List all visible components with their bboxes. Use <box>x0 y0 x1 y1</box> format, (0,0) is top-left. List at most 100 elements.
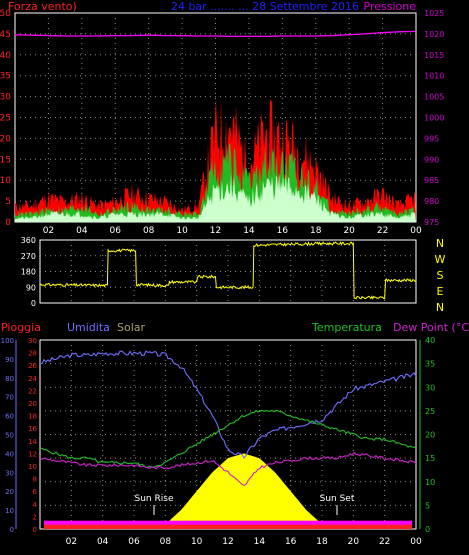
wind-y-tick-label: 40 <box>0 51 11 61</box>
humidity-axis-ticks: 0 10 20 30 40 50 60 70 80 90 100 <box>1 337 17 534</box>
humidity-tick-label: 50 <box>5 432 14 440</box>
wind-x-tick-label: 04 <box>76 226 88 236</box>
wind-y-tick-label: 50 <box>0 9 11 19</box>
temperature-tick-label: 0 <box>425 525 430 534</box>
pressure-y-tick-label: 990 <box>424 155 439 164</box>
wind-x-axis-ticks: 02 04 06 08 10 12 14 16 18 20 22 00 <box>43 226 422 236</box>
chart-center-title: 24 bar ....... ... 28 Settembre 2016 <box>171 0 359 13</box>
temperature-line <box>39 409 417 469</box>
pioggia-tick-label: 10 <box>28 463 37 471</box>
wind-x-tick-label: 14 <box>243 226 255 236</box>
temp-x-tick-label: 18 <box>316 537 328 547</box>
pioggia-tick-label: 28 <box>28 350 37 358</box>
pressure-y-tick-label: 1015 <box>424 51 444 60</box>
sunset-label: Sun Set <box>320 494 355 504</box>
rain-series <box>44 520 412 529</box>
pioggia-tick-label: 4 <box>33 501 38 509</box>
wind-x-tick-label: 20 <box>343 226 355 236</box>
wind-x-tick-label: 00 <box>410 226 422 236</box>
solar-label: Solar <box>117 321 146 334</box>
temp-x-tick-label: 10 <box>191 537 203 547</box>
dewpoint-series <box>39 451 417 487</box>
compass-labels: N W S E N <box>435 237 446 314</box>
pressure-y-tick-label: 1005 <box>424 93 444 102</box>
pressure-y-tick-label: 995 <box>424 134 439 143</box>
wind-x-tick-label: 16 <box>277 226 289 236</box>
temperature-tick-label: 5 <box>425 501 430 510</box>
temp-x-axis-ticks: 02 04 06 08 10 12 14 16 18 20 22 00 <box>66 537 422 547</box>
wind-x-tick-label: 02 <box>43 226 54 236</box>
temp-x-tick-label: 14 <box>254 537 266 547</box>
direction-y-tick-label: 0 <box>31 299 36 308</box>
humidity-tick-label: 60 <box>5 413 14 421</box>
humidity-series <box>40 350 417 459</box>
pioggia-tick-label: 18 <box>28 413 37 421</box>
solar-series <box>40 453 416 529</box>
direction-y-tick-label: 90 <box>26 283 36 292</box>
humidity-tick-label: 80 <box>5 375 14 383</box>
wind-direction-panel: 0 90 180 270 360 N W S E N <box>21 236 446 314</box>
humidity-tick-label: 100 <box>1 337 14 345</box>
wind-y-tick-label: 10 <box>0 176 11 186</box>
compass-w: W <box>435 253 446 266</box>
pressure-line <box>14 30 415 38</box>
humidity-line <box>40 350 417 459</box>
temp-x-tick-label: 00 <box>410 537 422 547</box>
pioggia-tick-label: 26 <box>28 362 37 370</box>
wind-x-tick-label: 10 <box>176 226 188 236</box>
solar-area <box>40 453 416 529</box>
temp-x-tick-label: 22 <box>379 537 390 547</box>
pioggia-tick-label: 14 <box>28 438 37 446</box>
pioggia-tick-label: 24 <box>28 375 37 383</box>
pioggia-tick-label: 30 <box>28 337 37 345</box>
temperature-axis-ticks: 0 5 10 15 20 25 30 35 40 <box>419 336 435 534</box>
pioggia-tick-label: 22 <box>28 387 37 395</box>
wind-y-tick-label: 15 <box>0 155 11 165</box>
rain-baseline <box>44 524 412 529</box>
wind-y-tick-label: 20 <box>0 134 11 144</box>
pioggia-tick-label: 12 <box>28 450 37 458</box>
temperature-tick-label: 25 <box>425 407 435 416</box>
direction-y-tick-label: 270 <box>21 252 36 261</box>
pressure-series <box>14 30 415 38</box>
temp-x-tick-label: 04 <box>97 537 109 547</box>
temperature-series <box>39 409 417 469</box>
direction-y-tick-label: 180 <box>21 268 36 277</box>
dewpoint-label: Dew Point (°C) <box>393 321 469 334</box>
wind-y-axis-ticks: 0 5 10 15 20 25 30 35 40 45 50 <box>0 9 11 228</box>
umidita-label: Umidita <box>67 321 110 334</box>
wind-y-tick-label: 45 <box>0 30 11 40</box>
humidity-tick-label: 40 <box>5 450 14 458</box>
sunrise-label: Sun Rise <box>135 494 174 504</box>
wind-light-area <box>15 172 416 222</box>
temp-x-tick-label: 16 <box>285 537 297 547</box>
pioggia-tick-label: 2 <box>33 513 37 521</box>
direction-y-axis-ticks: 0 90 180 270 360 <box>21 236 36 308</box>
pressure-y-axis-ticks: 975 980 985 990 995 1000 1005 1010 1015 1020 1025 <box>424 9 444 227</box>
humidity-tick-label: 30 <box>5 469 14 477</box>
temperature-tick-label: 40 <box>425 336 435 345</box>
pressure-y-tick-label: 1025 <box>424 9 444 18</box>
temp-x-tick-label: 06 <box>128 537 140 547</box>
temperature-tick-label: 35 <box>425 360 435 369</box>
humidity-tick-label: 70 <box>5 394 14 402</box>
pressure-y-tick-label: 975 <box>424 218 439 227</box>
pressure-y-tick-label: 1020 <box>424 30 444 39</box>
wind-y-tick-label: 25 <box>0 114 11 124</box>
pressure-y-tick-label: 985 <box>424 176 439 185</box>
temp-x-tick-label: 20 <box>348 537 360 547</box>
wind-x-tick-label: 08 <box>143 226 155 236</box>
wind-y-tick-label: 35 <box>0 72 11 82</box>
humidity-tick-label: 20 <box>5 488 14 496</box>
wind-y-tick-label: 5 <box>5 197 11 207</box>
temp-x-tick-label: 02 <box>66 537 77 547</box>
temp-x-tick-label: 12 <box>222 537 233 547</box>
humidity-tick-label: 90 <box>5 356 14 364</box>
direction-series <box>39 241 417 300</box>
pressure-right-title: Pressione <box>364 0 417 13</box>
compass-s: S <box>437 269 444 282</box>
wind-left-title: Forza vento) <box>8 0 77 13</box>
